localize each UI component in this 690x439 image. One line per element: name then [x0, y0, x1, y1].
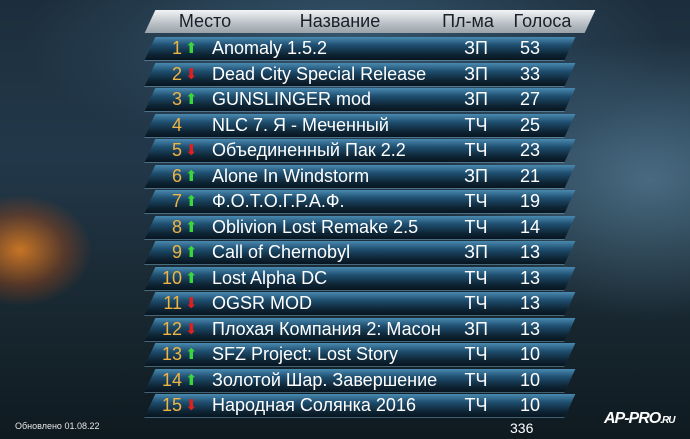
arrow-down-icon: ⬇ — [185, 295, 198, 312]
rank: 6 — [171, 165, 182, 186]
logo-main: AP-PRO — [604, 410, 661, 427]
mod-name: Call of Chernobyl — [212, 242, 351, 262]
mod-name: Объединенный Пак 2.2 — [212, 140, 406, 160]
platform: ЗП — [464, 89, 488, 109]
mod-name: Alone In Windstorm — [212, 165, 370, 186]
mod-name: SFZ Project: Lost Story — [212, 344, 399, 364]
platform: ТЧ — [464, 114, 488, 135]
logo-suffix: .RU — [660, 415, 675, 426]
arrow-up-icon: ⬆ — [185, 167, 198, 185]
rank: 9 — [171, 242, 182, 262]
table-row: 14 ⬆ Золотой Шар. Завершение ТЧ 10 — [144, 368, 576, 392]
rank: 10 — [161, 267, 182, 288]
platform: ТЧ — [464, 369, 488, 390]
platform: ЗП — [464, 242, 488, 262]
votes: 13 — [519, 242, 541, 262]
arrow-up-icon: ⬆ — [185, 91, 198, 108]
mod-name: Anomaly 1.5.2 — [212, 38, 328, 58]
table-row: 6 ⬆ Alone In Windstorm ЗП 21 — [144, 164, 576, 188]
rank: 4 — [171, 114, 182, 135]
mod-name: Lost Alpha DC — [212, 267, 328, 288]
arrow-down-icon: ⬇ — [185, 320, 198, 338]
votes: 13 — [519, 318, 541, 339]
arrow-down-icon: ⬇ — [185, 397, 198, 414]
table-row: 12 ⬇ Плохая Компания 2: Масон ЗП 13 — [144, 317, 576, 341]
platform: ТЧ — [464, 216, 488, 237]
table-row: 13 ⬆ SFZ Project: Lost Story ТЧ 10 — [144, 343, 576, 366]
site-logo: AP-PRO.RU — [604, 410, 675, 428]
arrow-up-icon: ⬆ — [185, 193, 198, 210]
table-row: 9 ⬆ Call of Chernobyl ЗП 13 — [144, 241, 576, 264]
rank: 7 — [171, 191, 182, 211]
table-row: 8 ⬆ Oblivion Lost Remake 2.5 ТЧ 14 — [144, 215, 576, 239]
votes: 19 — [519, 191, 541, 211]
rank: 5 — [171, 140, 182, 160]
platform: ТЧ — [464, 191, 488, 211]
votes: 10 — [519, 369, 541, 390]
updated-date: Обновлено 01.08.22 — [15, 421, 100, 431]
table-row: 11 ⬇ OGSR MOD ТЧ 13 — [144, 292, 576, 315]
no-change-icon — [185, 114, 197, 137]
arrow-up-icon: ⬆ — [185, 371, 198, 389]
table-row: 10 ⬆ Lost Alpha DC ТЧ 13 — [144, 266, 576, 290]
votes: 53 — [519, 38, 541, 58]
votes: 23 — [519, 140, 541, 160]
table-row: 5 ⬇ Объединенный Пак 2.2 ТЧ 23 — [144, 139, 576, 162]
total-votes: 336 — [510, 420, 534, 436]
votes: 13 — [519, 267, 541, 288]
votes: 10 — [519, 395, 541, 415]
rank: 2 — [171, 63, 182, 84]
arrow-up-icon: ⬆ — [185, 269, 198, 287]
rank: 11 — [163, 293, 182, 313]
platform: ТЧ — [464, 344, 488, 364]
platform: ЗП — [464, 63, 488, 84]
mod-name: Dead City Special Release — [212, 63, 427, 84]
votes: 10 — [519, 344, 541, 364]
rank: 14 — [161, 369, 182, 390]
votes: 13 — [519, 293, 541, 313]
votes: 21 — [519, 165, 541, 186]
votes: 27 — [519, 89, 541, 109]
mod-name: Ф.О.Т.О.Г.Р.А.Ф. — [212, 191, 345, 211]
arrow-up-icon: ⬆ — [185, 346, 198, 363]
header-name: Название — [299, 11, 381, 31]
mod-name: Oblivion Lost Remake 2.5 — [212, 216, 419, 237]
platform: ТЧ — [464, 267, 488, 288]
mod-name: OGSR MOD — [212, 293, 313, 313]
arrow-up-icon: ⬆ — [185, 218, 198, 236]
platform: ЗП — [464, 318, 488, 339]
votes: 14 — [519, 216, 541, 237]
table-row: 1 ⬆ Anomaly 1.5.2 ЗП 53 — [144, 37, 576, 60]
arrow-up-icon: ⬆ — [185, 40, 198, 57]
rank: 8 — [171, 216, 182, 237]
table-row: 4 NLC 7. Я - Меченный ТЧ 25 — [144, 113, 576, 137]
table-row: 7 ⬆ Ф.О.Т.О.Г.Р.А.Ф. ТЧ 19 — [144, 190, 576, 213]
platform: ТЧ — [464, 395, 488, 415]
rank: 12 — [161, 318, 182, 339]
table-row: 2 ⬇ Dead City Special Release ЗП 33 — [144, 62, 576, 86]
votes: 25 — [519, 114, 541, 135]
mod-name: NLC 7. Я - Меченный — [212, 114, 389, 135]
rank: 3 — [171, 89, 182, 109]
rank: 15 — [161, 395, 182, 415]
rank: 13 — [161, 344, 182, 364]
mod-name: Народная Солянка 2016 — [212, 395, 416, 415]
rank: 1 — [171, 38, 182, 58]
platform: ЗП — [464, 38, 488, 58]
header-votes: Голоса — [513, 11, 572, 31]
platform: ТЧ — [464, 140, 488, 160]
votes: 33 — [519, 63, 541, 84]
arrow-down-icon: ⬇ — [185, 65, 198, 83]
header-platform: Пл-ма — [442, 11, 494, 31]
table-row: 15 ⬇ Народная Солянка 2016 ТЧ 10 — [144, 394, 576, 417]
mod-name: Плохая Компания 2: Масон — [212, 318, 441, 339]
platform: ЗП — [464, 165, 488, 186]
arrow-down-icon: ⬇ — [185, 142, 198, 159]
arrow-up-icon: ⬆ — [185, 244, 198, 261]
platform: ТЧ — [464, 293, 488, 313]
mod-name: GUNSLINGER mod — [212, 89, 372, 109]
table-row: 3 ⬆ GUNSLINGER mod ЗП 27 — [144, 88, 576, 111]
header-place: Место — [178, 11, 232, 31]
mod-name: Золотой Шар. Завершение — [212, 369, 438, 390]
